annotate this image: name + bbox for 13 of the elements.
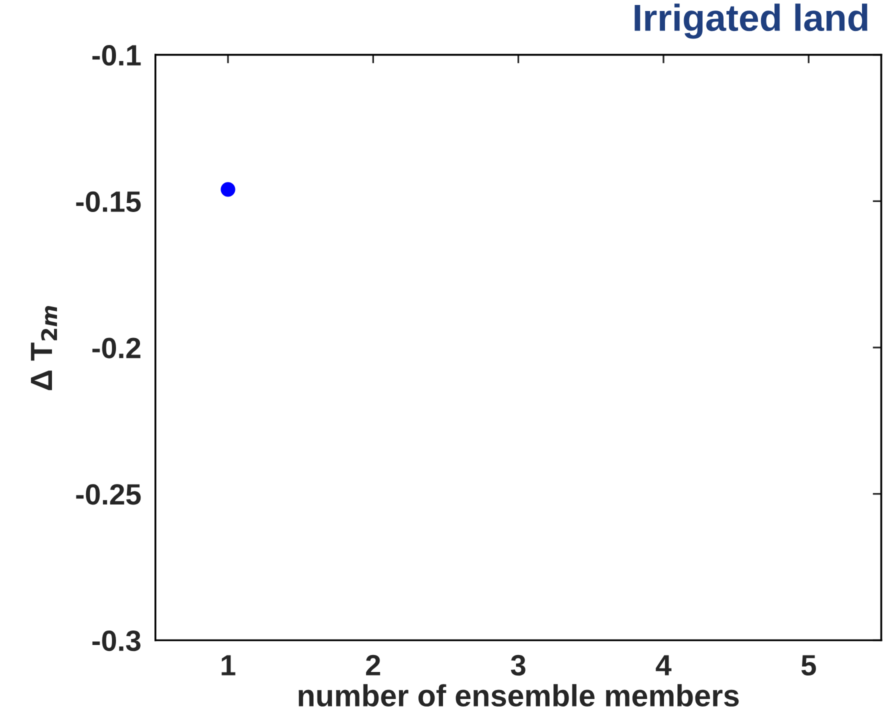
y-tick-label: -0.1	[92, 45, 141, 66]
x-tick-label: 4	[656, 655, 672, 676]
chart-title: Irrigated land	[634, 4, 868, 39]
y-tick-label: -0.3	[92, 630, 140, 652]
y-axis-title: Δ T$_{2m}$	[30, 306, 57, 390]
x-axis-title: number of ensemble members	[298, 684, 739, 707]
x-tick-label: 2	[366, 654, 380, 676]
x-tick-label: 1	[222, 655, 236, 676]
y-tick-label: -0.25	[76, 484, 141, 505]
x-tick-label: 3	[510, 654, 526, 676]
x-tick-label: 5	[801, 655, 816, 676]
y-tick-label: -0.2	[92, 338, 140, 358]
y-tick-label: -0.15	[76, 191, 141, 212]
